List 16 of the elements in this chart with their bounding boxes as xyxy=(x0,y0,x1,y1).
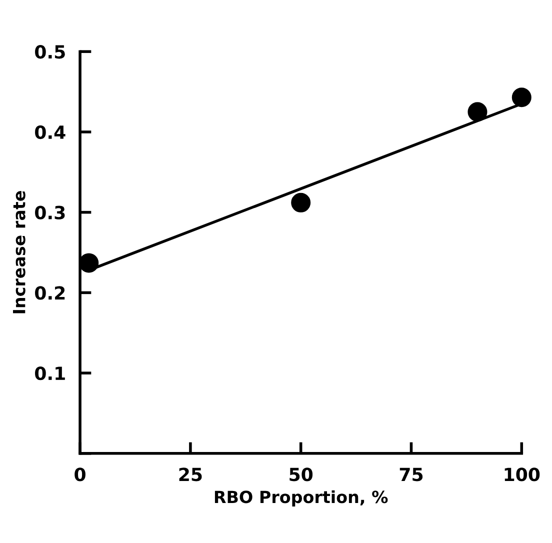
point xyxy=(512,88,532,108)
x-tick-label: 25 xyxy=(179,468,202,482)
y-tick-label: 0.1 xyxy=(35,366,65,380)
point xyxy=(291,192,311,212)
y-tick-label: 0.5 xyxy=(35,45,65,59)
y-tick-label: 0.3 xyxy=(35,206,65,220)
x-tick-label: 75 xyxy=(400,468,423,482)
y-axis-title: Increase rate xyxy=(12,191,26,314)
x-tick-label: 100 xyxy=(504,468,540,482)
point xyxy=(79,253,99,273)
x-tick-label: 50 xyxy=(290,468,313,482)
y-tick-label: 0.2 xyxy=(35,286,65,300)
point xyxy=(468,102,488,122)
x-axis-title: RBO Proportion, % xyxy=(214,490,388,506)
y-tick-label: 0.4 xyxy=(35,125,66,140)
x-tick-label: 0 xyxy=(74,468,86,482)
